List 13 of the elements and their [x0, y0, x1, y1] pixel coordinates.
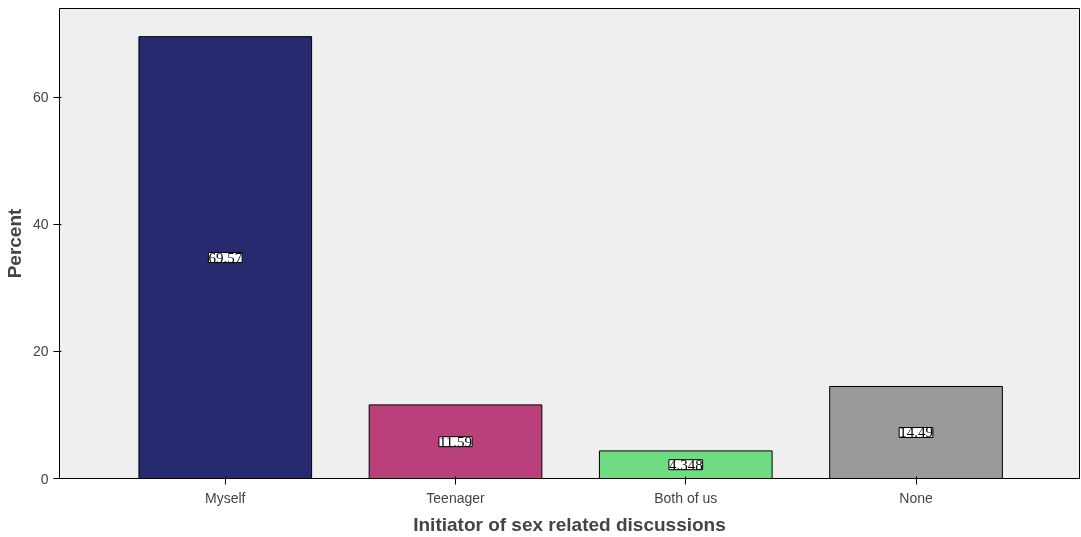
y-tick-label: 60	[32, 89, 49, 106]
data-label: 11.59	[438, 433, 473, 450]
y-tick-label: 40	[32, 216, 49, 233]
y-axis-title: Percent	[3, 207, 25, 279]
y-tick-label: 20	[32, 343, 49, 360]
data-label: 4.348	[668, 456, 703, 473]
x-tick-label: Myself	[205, 489, 246, 506]
data-label: 69.57	[208, 249, 243, 266]
x-tick-label: None	[899, 489, 933, 506]
y-tick-label: 0	[40, 470, 49, 487]
x-axis-title: Initiator of sex related discussions	[413, 513, 726, 535]
x-tick-label: Teenager	[426, 489, 486, 506]
x-tick-label: Both of us	[654, 489, 718, 506]
